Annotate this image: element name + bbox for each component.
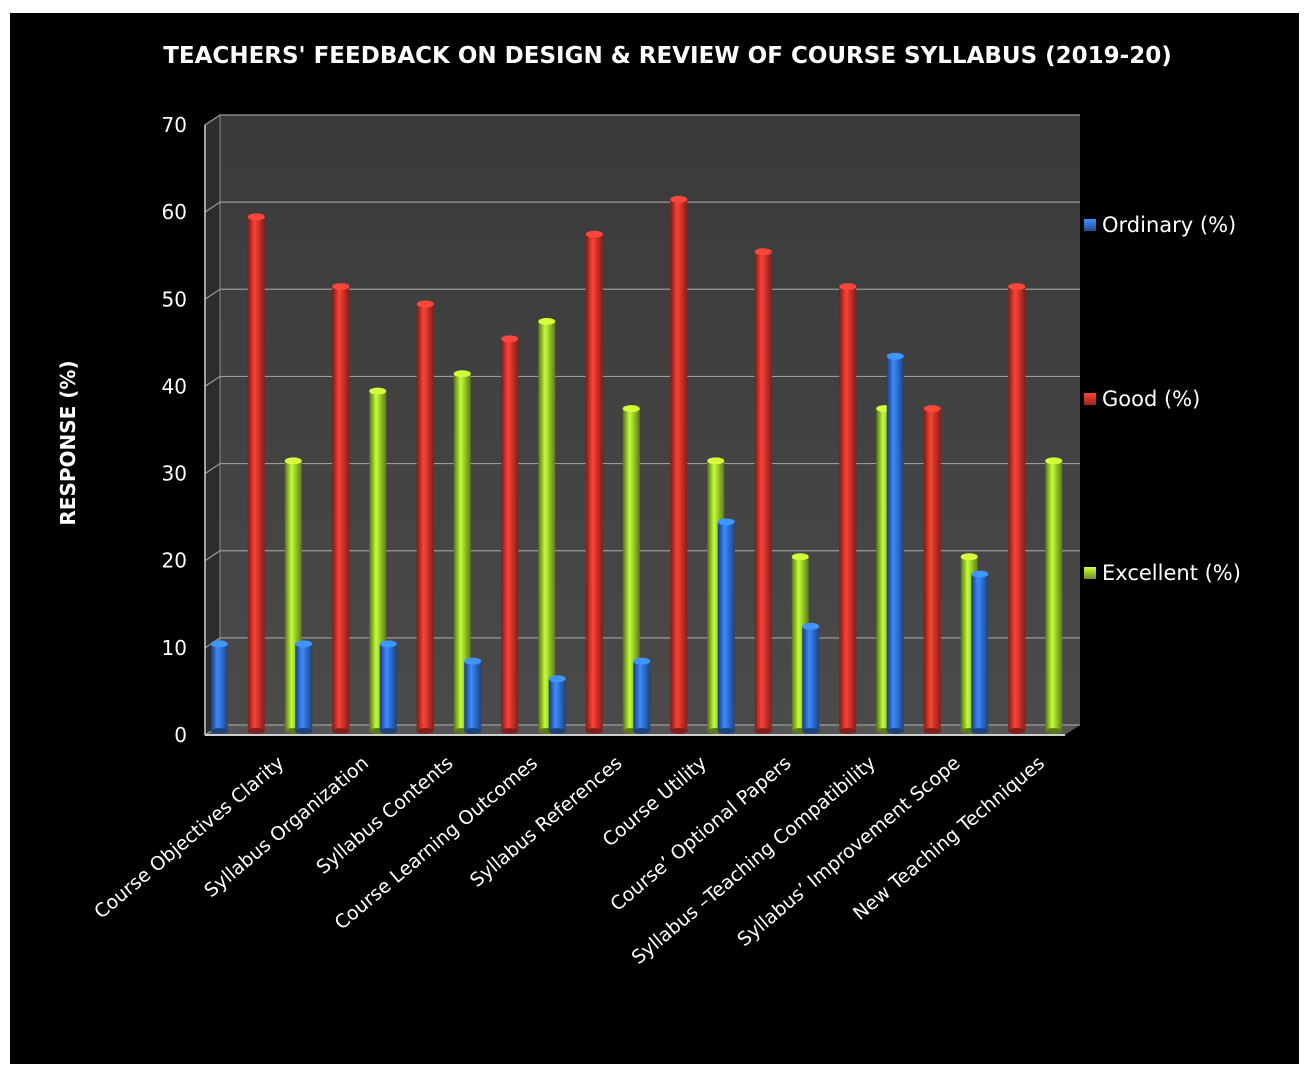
x-tick-label: Syllabus References — [466, 752, 627, 892]
y-tick-label: 70 — [162, 113, 187, 137]
chart-frame: 0 10 20 30 40 50 60 70 Course Objectives Clarit… — [10, 13, 1299, 1064]
gridline — [204, 114, 1080, 126]
bar-good — [247, 213, 265, 734]
bar-excellent — [1045, 457, 1063, 734]
legend-swatch — [1084, 219, 1096, 231]
chart-title: TEACHERS' FEEDBACK ON DESIGN & REVIEW OF… — [163, 43, 1172, 69]
bar-good — [416, 300, 434, 734]
bar-good — [670, 195, 688, 734]
legend-item: Ordinary (%) — [1084, 213, 1236, 237]
y-tick-label: 50 — [162, 287, 187, 311]
gridline — [204, 375, 1080, 387]
bar-ordinary — [295, 640, 313, 734]
legend-label: Ordinary (%) — [1102, 213, 1237, 237]
bar-ordinary — [886, 352, 904, 734]
bar-excellent — [538, 317, 556, 734]
legend-label: Good (%) — [1102, 387, 1201, 411]
bar-good — [585, 230, 603, 734]
bar-ordinary — [210, 640, 228, 734]
y-tick-label: 40 — [162, 374, 187, 398]
gridline — [204, 462, 1080, 475]
bar-ordinary — [717, 518, 735, 734]
legend-item: Good (%) — [1084, 387, 1200, 411]
y-tick-label: 10 — [162, 636, 187, 660]
y-tick-label: 60 — [162, 200, 187, 224]
gridline — [204, 288, 1080, 300]
bar-ordinary — [548, 675, 566, 734]
bar-ordinary — [971, 570, 989, 734]
bar-good — [923, 405, 941, 734]
y-tick-label: 0 — [174, 723, 187, 747]
legend-label: Excellent (%) — [1102, 561, 1241, 585]
bar-good — [839, 283, 857, 734]
bar-ordinary — [464, 657, 482, 734]
bar-ordinary — [633, 657, 651, 734]
bar-good — [754, 248, 772, 734]
bar-ordinary — [379, 640, 397, 734]
bar-good — [1008, 283, 1026, 734]
legend-swatch — [1084, 567, 1096, 579]
legend-item: Excellent (%) — [1084, 561, 1241, 585]
bar-good — [501, 335, 519, 734]
x-tick-label: Syllabus Organization — [200, 752, 373, 902]
gridline — [204, 201, 1080, 213]
y-tick-label: 30 — [162, 462, 187, 486]
y-tick-label: 20 — [162, 549, 187, 573]
bar-good — [332, 283, 350, 734]
legend-swatch — [1084, 393, 1096, 405]
gridline — [204, 550, 1080, 562]
x-tick-label: Syllabus Contents — [312, 752, 457, 879]
y-axis-label: RESPONSE (%) — [56, 360, 80, 526]
bar-ordinary — [802, 622, 820, 734]
